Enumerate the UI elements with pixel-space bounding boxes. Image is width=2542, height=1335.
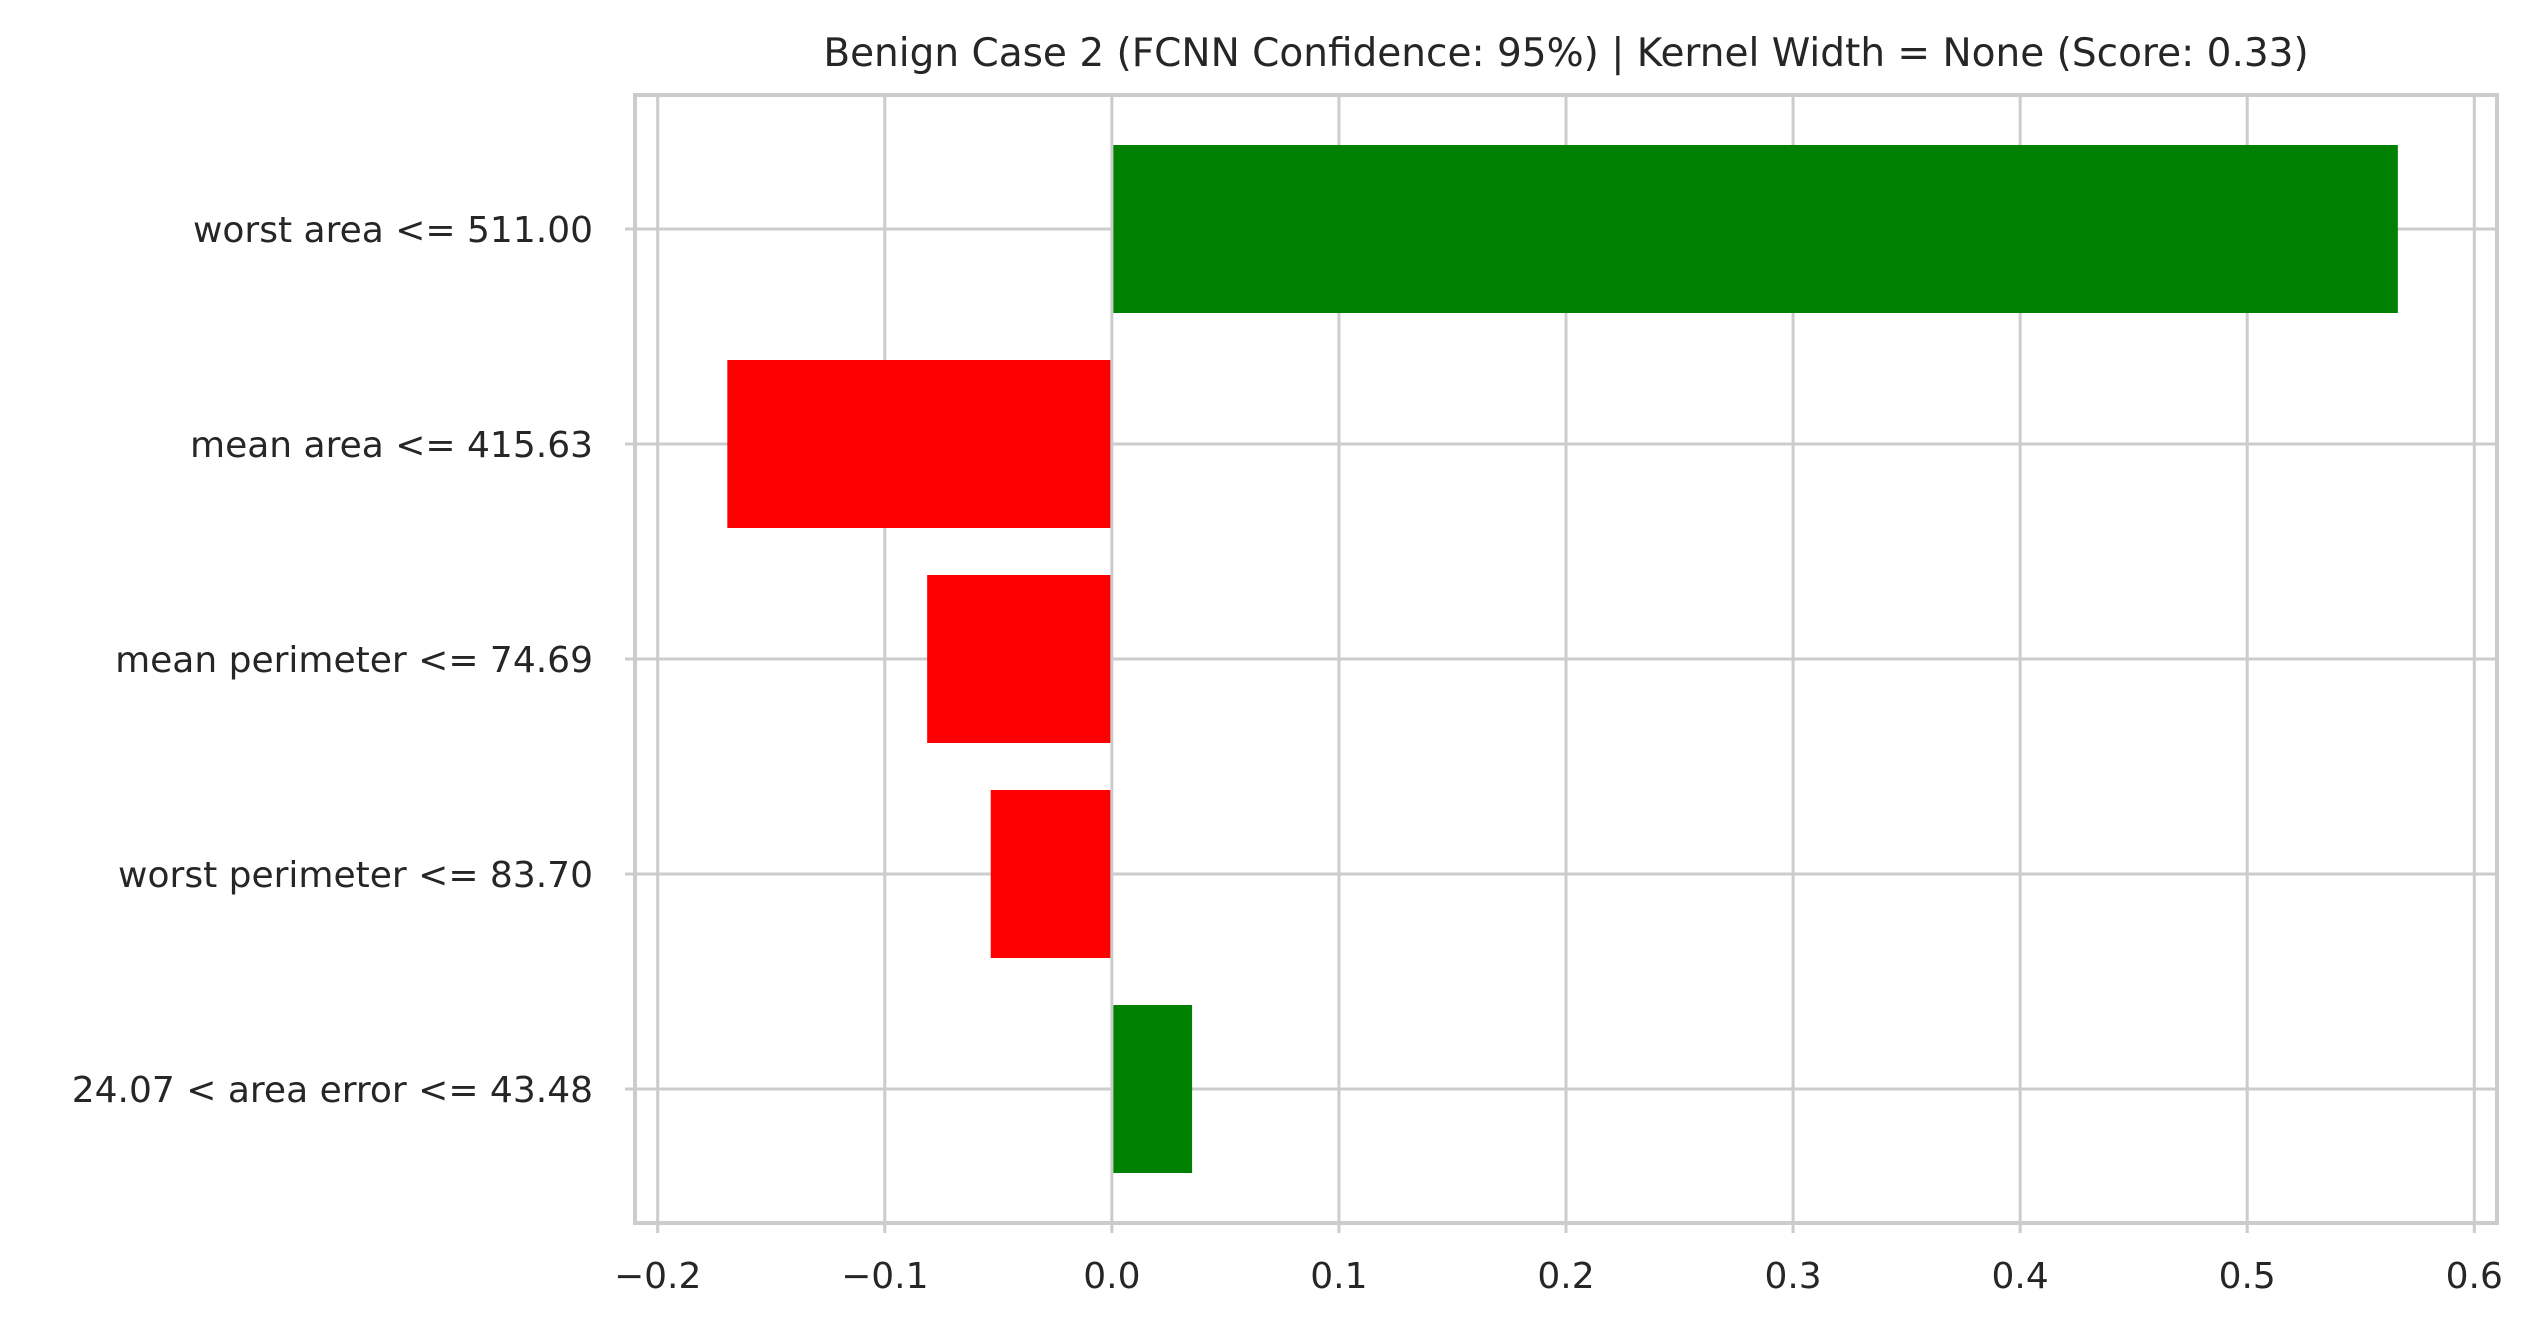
bar — [1113, 145, 2398, 313]
y-axis-ticks: worst area <= 511.00 mean area <= 415.63 m… — [72, 210, 635, 1111]
x-tick-label: 0.3 — [1764, 1256, 1821, 1297]
y-tick-label: 24.07 < area error <= 43.48 — [72, 1070, 593, 1111]
y-tick-label: mean area <= 415.63 — [190, 425, 593, 466]
bars — [727, 145, 2398, 1173]
x-axis-ticks: −0.2 −0.1 0.0 0.1 0.2 0.3 0.4 0.5 0.6 — [614, 1223, 2503, 1297]
x-tick-label: 0.6 — [2446, 1256, 2503, 1297]
chart-title: Benign Case 2 (FCNN Confidence: 95%) | K… — [823, 31, 2308, 76]
x-tick-label: 0.4 — [1992, 1256, 2049, 1297]
x-tick-label: −0.2 — [614, 1256, 701, 1297]
x-tick-label: 0.5 — [2219, 1256, 2276, 1297]
bar — [1113, 1005, 1193, 1173]
bar — [990, 790, 1111, 958]
x-tick-label: 0.1 — [1310, 1256, 1367, 1297]
x-tick-label: 0.2 — [1537, 1256, 1594, 1297]
bar — [727, 360, 1111, 528]
y-tick-label: worst area <= 511.00 — [193, 210, 593, 251]
y-tick-label: mean perimeter <= 74.69 — [115, 640, 593, 681]
bar — [927, 575, 1111, 743]
x-tick-label: −0.1 — [841, 1256, 928, 1297]
y-tick-label: worst perimeter <= 83.70 — [118, 855, 593, 896]
x-tick-label: 0.0 — [1083, 1256, 1140, 1297]
